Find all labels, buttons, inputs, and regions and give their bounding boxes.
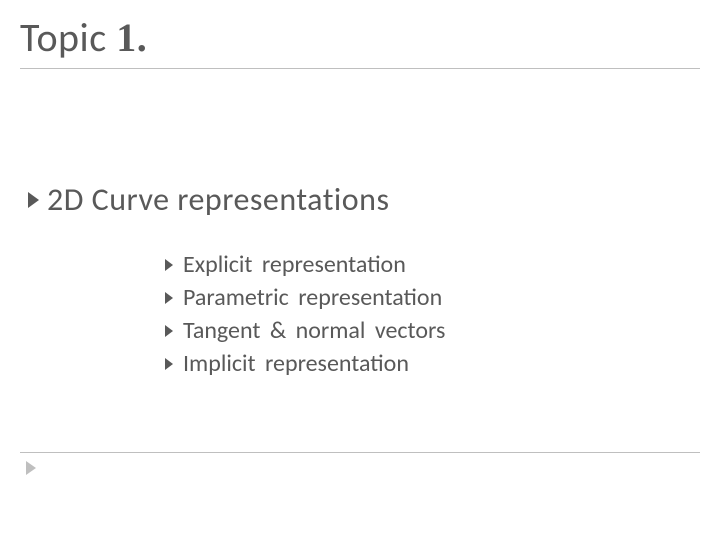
title-prefix: Topic	[20, 13, 116, 62]
footer-block	[20, 452, 700, 475]
sub-bullet-list: Explicit representation Parametric repre…	[165, 250, 445, 382]
sub-bullet-text: Tangent & normal vectors	[183, 316, 445, 345]
main-bullet-row: 2D Curve representations	[28, 180, 389, 219]
slide-title: Topic 1.	[20, 18, 700, 64]
sub-bullet-text: Parametric representation	[183, 283, 442, 312]
title-number: 1.	[116, 15, 147, 60]
triangle-bullet-icon	[28, 192, 39, 208]
slide: Topic 1. 2D Curve representations Explic…	[0, 0, 720, 540]
main-bullet-text: 2D Curve representations	[47, 180, 389, 219]
triangle-bullet-icon	[165, 259, 173, 271]
triangle-bullet-icon	[165, 358, 173, 370]
triangle-bullet-icon	[165, 325, 173, 337]
list-item: Implicit representation	[165, 349, 445, 378]
list-item: Parametric representation	[165, 283, 445, 312]
footer-triangle-icon	[26, 461, 36, 475]
triangle-bullet-icon	[165, 292, 173, 304]
title-block: Topic 1.	[20, 18, 700, 69]
sub-bullet-text: Explicit representation	[183, 250, 406, 279]
list-item: Tangent & normal vectors	[165, 316, 445, 345]
sub-bullet-text: Implicit representation	[183, 349, 409, 378]
title-divider	[20, 68, 700, 69]
footer-divider	[20, 452, 700, 453]
list-item: Explicit representation	[165, 250, 445, 279]
